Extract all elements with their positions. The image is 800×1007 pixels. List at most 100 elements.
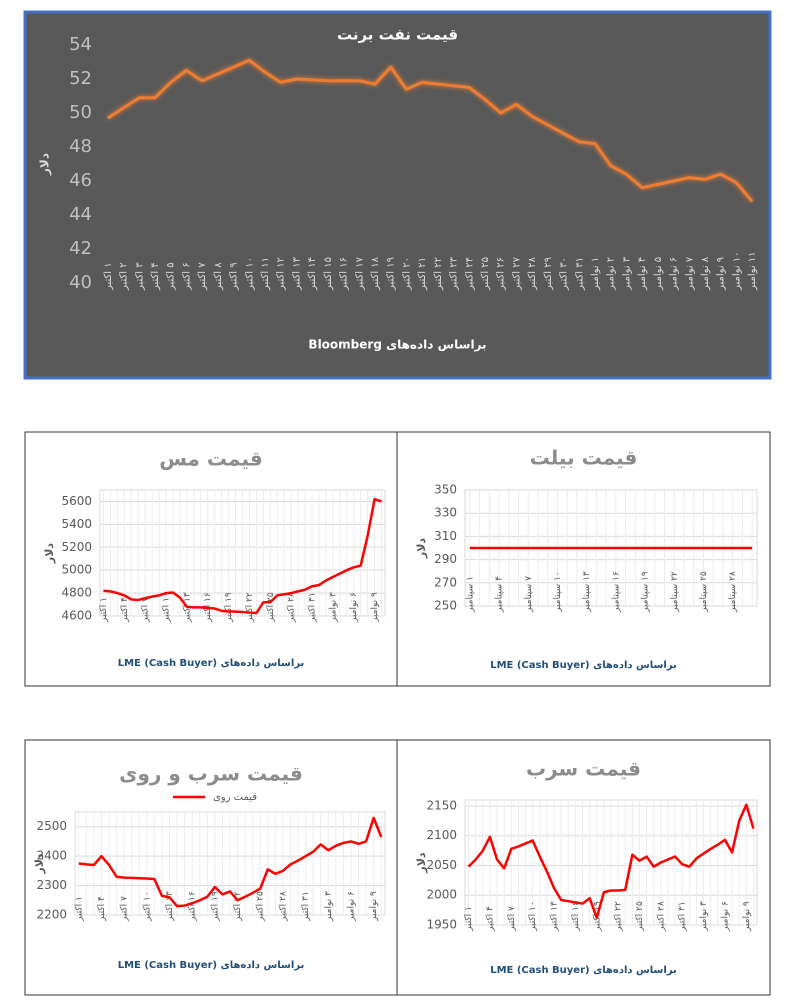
x-tick-label: ۲۰ اکتبر: [401, 257, 412, 291]
x-tick-label: ۱ نوامبر: [590, 257, 601, 291]
y-axis-label: دلار: [33, 853, 46, 875]
chart-title: قیمت مس: [159, 447, 262, 471]
x-tick-label: ۹ نوامبر: [742, 901, 752, 932]
x-tick-label: ۲۷ اکتبر: [511, 256, 522, 291]
x-tick-label: ۱۲ اکتبر: [276, 257, 287, 291]
y-tick-label: 5200: [61, 540, 92, 554]
x-tick-label: ۳۱ اکتبر: [301, 891, 311, 922]
line-series: [107, 58, 754, 203]
x-tick-label: ۱۳ اکتبر: [291, 256, 302, 291]
x-tick-label: ۴ اکتبر: [97, 896, 107, 922]
x-tick-label: ۱۶ اکتبر: [188, 891, 198, 922]
x-tick-label: ۱ سپتامبر: [465, 576, 475, 613]
x-tick-label: ۶ اکتبر: [181, 262, 192, 291]
x-tick-label: ۱۳ اکتبر: [165, 891, 175, 922]
x-tick-label: ۸ اکتبر: [213, 262, 224, 291]
legend-label: قیمت روی: [213, 792, 257, 803]
y-tick-label: 5600: [61, 494, 92, 508]
x-tick-label: ۷ سپتامبر: [524, 576, 534, 613]
x-tick-label: ۲۵ اکتبر: [635, 901, 645, 932]
x-tick-label: ۹ اکتبر: [229, 262, 240, 291]
x-tick-label: ۷ اکتبر: [120, 896, 130, 922]
y-tick-label: 270: [434, 575, 457, 589]
y-axis-label: دلار: [43, 543, 56, 565]
x-tick-label: ۲ نوامبر: [606, 257, 617, 291]
source-note: براساس داده‌های LME (Cash Buyer): [490, 965, 677, 976]
y-tick-label: 310: [434, 529, 457, 543]
x-tick-label: ۶ نوامبر: [669, 257, 680, 291]
y-axis-label: دلار: [415, 852, 428, 874]
x-tick-label: ۱۰ سپتامبر: [553, 571, 563, 613]
x-tick-label: ۲۱ اکتبر: [417, 257, 428, 291]
x-tick-label: ۱۳ اکتبر: [550, 901, 560, 932]
source-note: براساس داده‌های Bloomberg: [308, 338, 486, 352]
x-tick-label: ۱ اکتبر: [103, 262, 114, 291]
x-tick-label: ۳ نوامبر: [621, 256, 632, 291]
y-tick-label: 2100: [426, 828, 457, 842]
y-tick-label: 5000: [61, 563, 92, 577]
x-tick-label: ۷ اکتبر: [197, 262, 208, 291]
chart-frame: [396, 739, 771, 996]
chart-title: قیمت نفت برنت: [337, 26, 458, 44]
x-tick-label: ۲۲ اکتبر: [614, 901, 624, 932]
y-tick-label: 2500: [36, 819, 67, 833]
x-tick-label: ۱۰ اکتبر: [162, 592, 172, 623]
x-tick-label: ۱۹ سپتامبر: [641, 571, 651, 613]
x-tick-label: ۱۰ اکتبر: [142, 891, 152, 922]
y-tick-label: 46: [69, 170, 92, 191]
x-tick-label: ۱ اکتبر: [464, 906, 474, 932]
source-note: براساس داده‌های LME (Cash Buyer): [490, 660, 677, 671]
y-tick-label: 48: [69, 136, 92, 157]
x-tick-label: ۱ اکتبر: [74, 896, 84, 922]
x-tick-label: ۲۶ اکتبر: [496, 257, 507, 291]
y-tick-label: 4600: [61, 609, 92, 623]
x-tick-label: ۱۴ اکتبر: [307, 257, 318, 291]
x-tick-label: ۷ اکتبر: [507, 906, 517, 932]
y-tick-label: 2000: [426, 888, 457, 902]
y-tick-label: 2200: [36, 908, 67, 922]
y-tick-label: 1950: [426, 918, 457, 932]
y-tick-label: 4800: [61, 586, 92, 600]
y-tick-label: 2150: [426, 798, 457, 812]
x-tick-label: ۷ نوامبر: [684, 256, 695, 291]
x-tick-label: ۱۸ اکتبر: [370, 256, 381, 291]
x-tick-label: ۲۴ اکتبر: [464, 257, 475, 291]
x-tick-label: ۱۱ نوامبر: [747, 251, 758, 291]
x-tick-label: ۱۳ سپتامبر: [582, 571, 592, 613]
line-series: [103, 497, 382, 615]
x-tick-label: ۳۱ اکتبر: [308, 592, 318, 623]
y-tick-label: 330: [434, 506, 457, 520]
y-tick-label: 54: [69, 34, 92, 55]
x-tick-label: ۱۰ نوامبر: [731, 251, 742, 291]
source-note: براساس داده‌های LME (Cash Buyer): [118, 960, 305, 971]
x-tick-label: ۱۰ اکتبر: [244, 257, 255, 291]
x-tick-label: ۹ نوامبر: [370, 592, 380, 623]
x-tick-label: ۲۸ اکتبر: [278, 891, 288, 922]
x-tick-label: ۲۹ اکتبر: [543, 257, 554, 291]
chart-frame: [24, 739, 398, 996]
x-tick-label: ۳ نوامبر: [324, 891, 334, 922]
x-tick-label: ۱۵ اکتبر: [323, 257, 334, 291]
y-tick-label: 52: [69, 68, 92, 89]
x-tick-label: ۳۱ اکتبر: [678, 901, 688, 932]
x-tick-label: ۶ نوامبر: [720, 901, 730, 932]
source-note: براساس داده‌های LME (Cash Buyer): [118, 658, 305, 669]
x-tick-label: ۲۸ اکتبر: [656, 901, 666, 932]
x-tick-label: ۱۷ اکتبر: [354, 256, 365, 291]
x-tick-label: ۶ نوامبر: [346, 891, 356, 922]
x-tick-label: ۱۰ اکتبر: [528, 901, 538, 932]
y-tick-label: 2300: [36, 878, 67, 892]
x-tick-label: ۳ نوامبر: [699, 901, 709, 932]
chart-title: قیمت سرب و روی: [119, 762, 303, 786]
x-tick-label: ۱۹ اکتبر: [210, 891, 220, 922]
x-tick-label: ۲۲ سپتامبر: [670, 571, 680, 613]
x-tick-label: ۲۵ اکتبر: [480, 257, 491, 291]
x-tick-label: ۳ نوامبر: [328, 592, 338, 623]
x-tick-label: ۲۲ اکتبر: [233, 891, 243, 922]
x-tick-label: ۴ نوامبر: [637, 257, 648, 291]
x-tick-label: ۲ اکتبر: [119, 262, 130, 291]
x-tick-label: ۳۰ اکتبر: [559, 257, 570, 291]
x-tick-label: ۷ اکتبر: [141, 597, 151, 623]
